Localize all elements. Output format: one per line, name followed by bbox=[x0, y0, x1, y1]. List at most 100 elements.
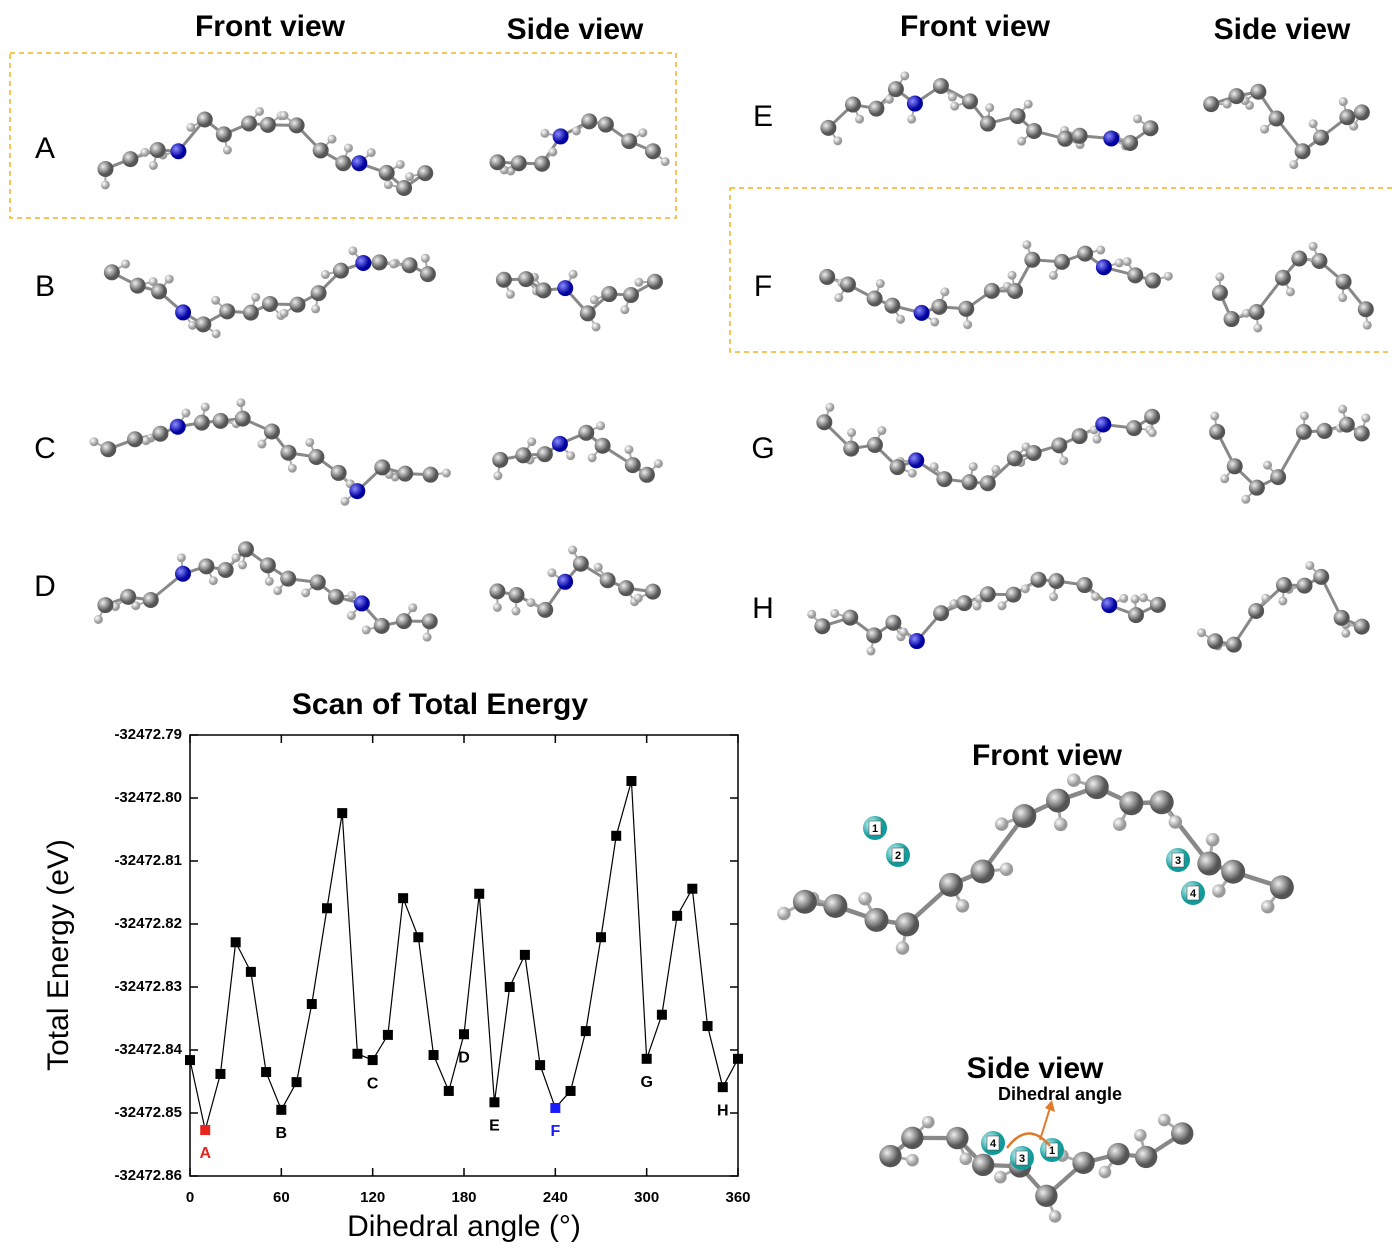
carbon-atom bbox=[311, 285, 327, 301]
hydrogen-atom bbox=[940, 287, 949, 296]
data-point bbox=[398, 893, 408, 903]
hydrogen-atom bbox=[121, 260, 130, 269]
carbon-atom bbox=[130, 278, 146, 294]
hydrogen-atom bbox=[991, 465, 1000, 474]
carbon-atom bbox=[1313, 130, 1329, 146]
hydrogen-atom bbox=[994, 1171, 1007, 1184]
carbon-atom bbox=[371, 254, 387, 270]
point-annotation: B bbox=[276, 1125, 288, 1142]
hydrogen-atom bbox=[620, 305, 629, 314]
hydrogen-atom bbox=[94, 615, 103, 624]
row-label: E bbox=[753, 100, 773, 133]
nitrogen-atom bbox=[170, 419, 186, 435]
data-point bbox=[489, 1097, 499, 1107]
hydrogen-atom bbox=[405, 172, 414, 181]
carbon-atom bbox=[333, 263, 349, 279]
hydrogen-atom bbox=[866, 647, 875, 656]
hydrogen-atom bbox=[1119, 594, 1128, 603]
hydrogen-atom bbox=[493, 603, 502, 612]
carbon-atom bbox=[243, 305, 259, 321]
carbon-atom bbox=[933, 605, 949, 621]
carbon-atom bbox=[645, 143, 661, 159]
hydrogen-atom bbox=[142, 436, 151, 445]
point-annotation: E bbox=[489, 1118, 500, 1135]
hydrogen-atom bbox=[985, 103, 994, 112]
row-label: B bbox=[35, 270, 55, 303]
carbon-atom bbox=[537, 602, 553, 618]
point-annotation: C bbox=[367, 1075, 379, 1092]
carbon-atom bbox=[625, 457, 641, 473]
carbon-atom bbox=[417, 165, 433, 181]
hydrogen-atom bbox=[288, 464, 297, 473]
carbon-atom bbox=[1291, 251, 1307, 267]
hydrogen-atom bbox=[833, 136, 842, 145]
highlight-box bbox=[10, 53, 676, 218]
hydrogen-atom bbox=[201, 403, 210, 412]
hydrogen-atom bbox=[340, 497, 349, 506]
hydrogen-atom bbox=[1309, 242, 1318, 251]
carbon-atom bbox=[396, 613, 412, 629]
nitrogen-atom bbox=[907, 96, 923, 112]
data-point bbox=[550, 1103, 560, 1113]
hydrogen-atom bbox=[972, 602, 981, 611]
header: Side view bbox=[1214, 13, 1351, 46]
hydrogen-atom bbox=[421, 254, 430, 263]
hydrogen-atom bbox=[1363, 321, 1372, 330]
data-point bbox=[505, 982, 515, 992]
hydrogen-atom bbox=[423, 633, 432, 642]
carbon-atom bbox=[218, 562, 234, 578]
carbon-atom bbox=[884, 298, 900, 314]
data-point bbox=[352, 1049, 362, 1059]
carbon-atom bbox=[423, 467, 439, 483]
data-point bbox=[429, 1050, 439, 1060]
hydrogen-atom bbox=[572, 126, 581, 135]
carbon-atom bbox=[1012, 804, 1036, 828]
hydrogen-atom bbox=[265, 577, 274, 586]
carbon-atom bbox=[379, 165, 395, 181]
data-point bbox=[535, 1060, 545, 1070]
hydrogen-atom bbox=[305, 438, 314, 447]
carbon-atom bbox=[402, 257, 418, 273]
carbon-atom bbox=[958, 301, 974, 317]
hydrogen-atom bbox=[592, 322, 601, 331]
carbon-atom bbox=[984, 283, 1000, 299]
data-point bbox=[185, 1055, 195, 1065]
carbon-atom bbox=[1354, 104, 1370, 120]
carbon-atom bbox=[581, 113, 597, 129]
x-tick-label: 120 bbox=[360, 1189, 385, 1206]
hydrogen-atom bbox=[442, 469, 451, 478]
carbon-atom bbox=[573, 556, 589, 572]
hydrogen-atom bbox=[638, 128, 647, 137]
hydrogen-atom bbox=[165, 275, 174, 284]
carbon-atom bbox=[537, 446, 553, 462]
carbon-atom bbox=[120, 589, 136, 605]
carbon-atom bbox=[420, 266, 436, 282]
hydrogen-atom bbox=[1263, 461, 1272, 470]
hydrogen-atom bbox=[177, 553, 186, 562]
hydrogen-atom bbox=[1113, 817, 1127, 831]
carbon-atom bbox=[1126, 420, 1142, 436]
hydrogen-atom bbox=[1300, 411, 1309, 420]
hydrogen-atom bbox=[1022, 240, 1031, 249]
carbon-atom bbox=[1048, 573, 1064, 589]
carbon-atom bbox=[645, 584, 661, 600]
x-tick-label: 360 bbox=[725, 1189, 750, 1206]
hydrogen-atom bbox=[594, 563, 603, 572]
hydrogen-atom bbox=[590, 295, 599, 304]
hydrogen-atom bbox=[321, 270, 330, 279]
carbon-atom bbox=[262, 296, 278, 312]
hydrogen-atom bbox=[389, 259, 398, 268]
carbon-atom bbox=[374, 618, 390, 634]
carbon-atom bbox=[580, 305, 596, 321]
hydrogen-atom bbox=[777, 907, 791, 921]
carbon-atom bbox=[289, 117, 305, 133]
carbon-atom bbox=[1270, 469, 1286, 485]
hydrogen-atom bbox=[280, 111, 289, 120]
data-point bbox=[687, 884, 697, 894]
carbon-atom bbox=[1296, 424, 1312, 440]
dihedral-arrow bbox=[1040, 1108, 1050, 1140]
nitrogen-atom bbox=[1096, 259, 1112, 275]
carbon-atom bbox=[489, 583, 505, 599]
dihedral-label: Dihedral angle bbox=[998, 1084, 1122, 1104]
